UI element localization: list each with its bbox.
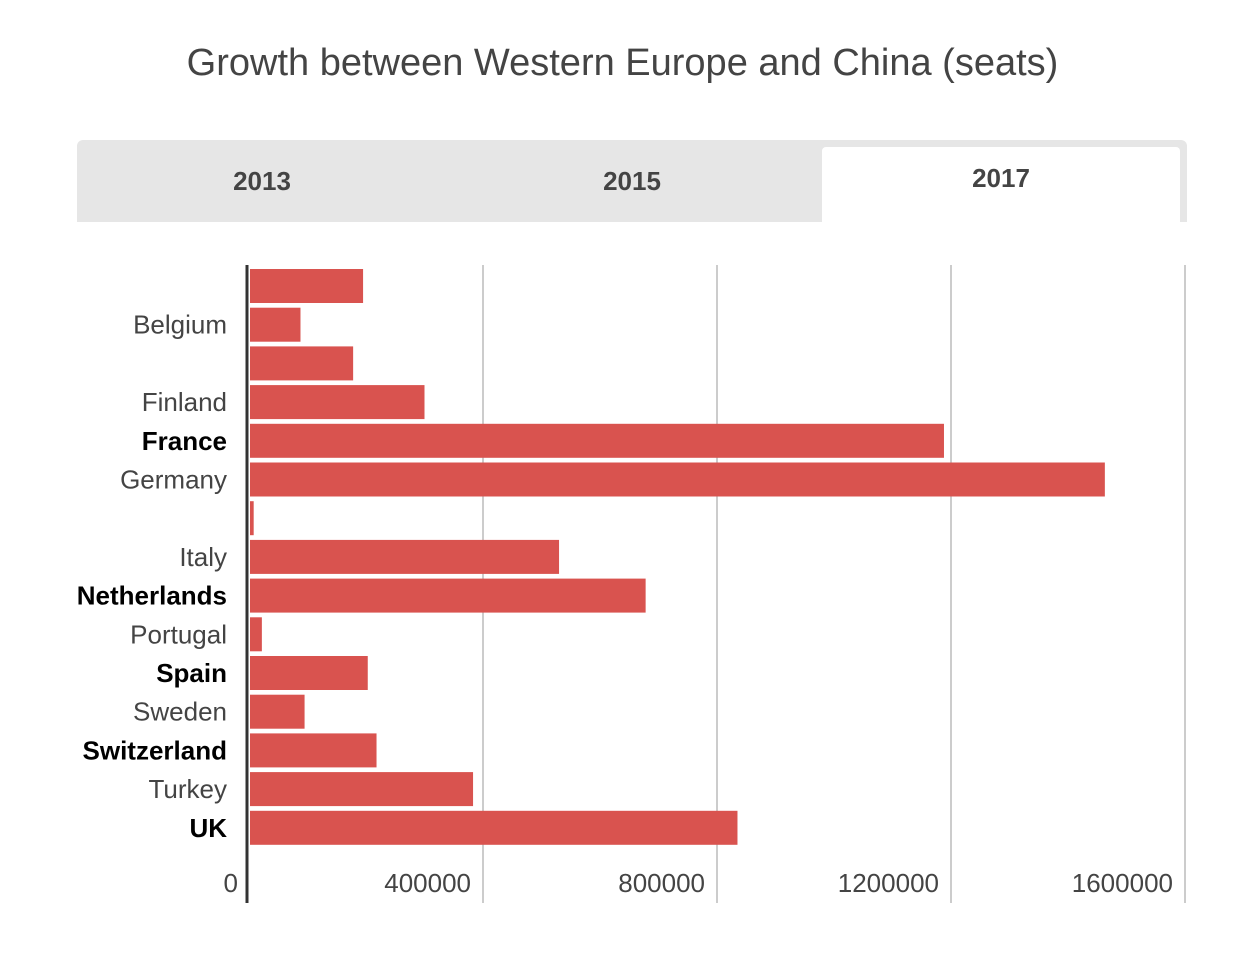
bar-7 xyxy=(250,539,560,574)
category-label-turkey: Turkey xyxy=(149,774,228,804)
category-labels: Belgium Finland France Germany Italy Netherla… xyxy=(77,310,227,843)
grid-lines xyxy=(482,265,1186,903)
bar-8 xyxy=(250,578,646,613)
bar-3 xyxy=(250,385,425,420)
bar-9 xyxy=(250,617,262,652)
tab-2013[interactable]: 2013 xyxy=(233,166,291,196)
bar-11 xyxy=(250,694,305,729)
chart-title: Growth between Western Europe and China … xyxy=(186,42,1059,84)
category-label-finland: Finland xyxy=(142,387,227,417)
x-tick-label-1: 400000 xyxy=(384,868,471,898)
category-label-switzerland: Switzerland xyxy=(83,735,227,765)
x-tick-label-0: 0 xyxy=(224,868,238,898)
bar-6 xyxy=(250,501,254,536)
tab-2017[interactable]: 2017 xyxy=(822,147,1180,222)
bar-2 xyxy=(250,346,354,381)
x-tick-label-2: 800000 xyxy=(618,868,705,898)
bar-0 xyxy=(250,269,364,303)
x-tick-label-4: 1600000 xyxy=(1072,868,1173,898)
year-tab-bar: 2013 2015 2017 xyxy=(77,140,1187,222)
category-label-uk: UK xyxy=(189,813,227,843)
x-axis-ticks: 0 400000 800000 1200000 1600000 xyxy=(224,868,1173,898)
bar-1 xyxy=(250,307,301,342)
category-label-france: France xyxy=(142,426,227,456)
bar-10 xyxy=(250,656,368,690)
category-label-italy: Italy xyxy=(179,542,227,572)
category-label-netherlands: Netherlands xyxy=(77,581,227,611)
bar-13 xyxy=(250,772,474,807)
x-tick-label-3: 1200000 xyxy=(838,868,939,898)
bar-4 xyxy=(250,423,944,458)
category-label-sweden: Sweden xyxy=(133,697,227,727)
bars xyxy=(250,269,1105,845)
bar-5 xyxy=(250,462,1105,497)
category-label-germany: Germany xyxy=(120,465,227,495)
bar-12 xyxy=(250,733,377,768)
category-label-spain: Spain xyxy=(156,658,227,688)
tab-2015[interactable]: 2015 xyxy=(603,166,661,196)
category-label-portugal: Portugal xyxy=(130,619,227,649)
bar-14 xyxy=(250,810,738,845)
category-label-belgium: Belgium xyxy=(133,310,227,340)
